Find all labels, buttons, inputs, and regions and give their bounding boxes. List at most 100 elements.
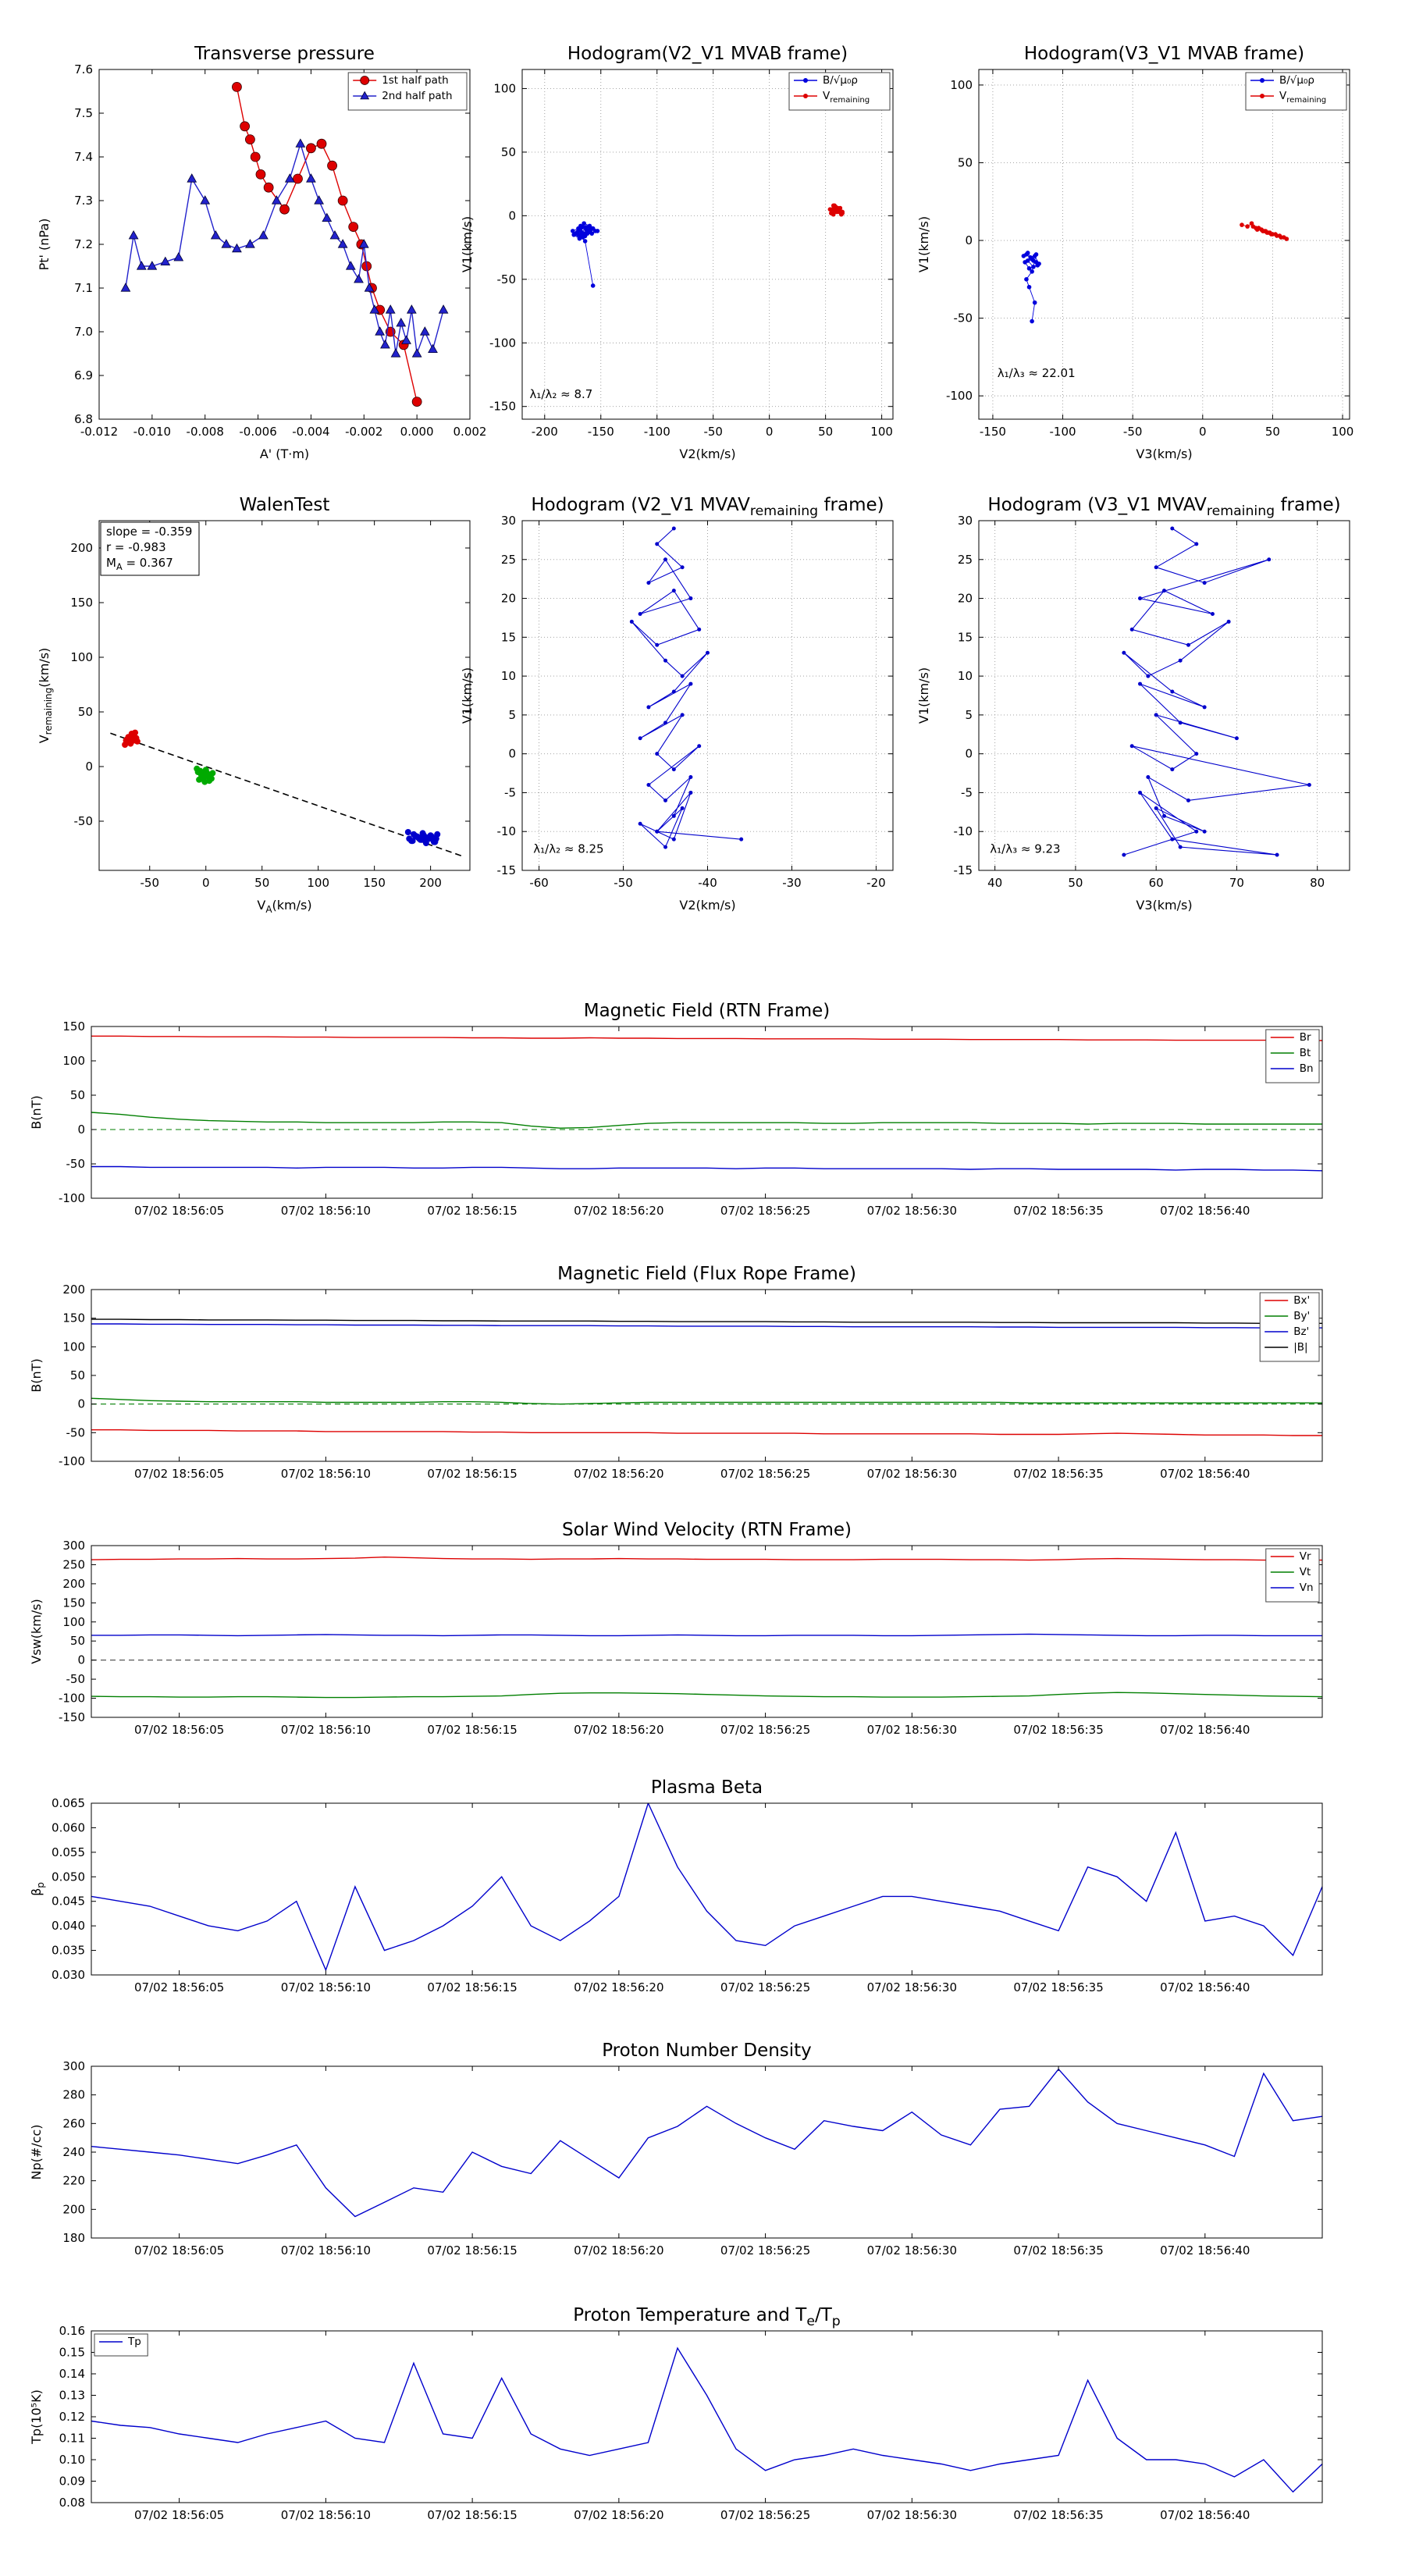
svg-text:V2(km/s): V2(km/s) xyxy=(679,898,735,913)
svg-text:150: 150 xyxy=(70,596,93,610)
svg-text:150: 150 xyxy=(62,1596,85,1610)
svg-text:By': By' xyxy=(1293,1310,1310,1322)
svg-text:07/02 18:56:10: 07/02 18:56:10 xyxy=(281,1723,371,1737)
svg-text:07/02 18:56:25: 07/02 18:56:25 xyxy=(720,2243,810,2258)
svg-text:|B|: |B| xyxy=(1293,1341,1307,1354)
svg-text:240: 240 xyxy=(62,2145,85,2159)
chart-solar-wind-velocity: 07/02 18:56:05 07/02 18:56:10 07/02 18:56:… xyxy=(25,1514,1338,1760)
svg-text:-50: -50 xyxy=(74,814,94,828)
svg-text:-100: -100 xyxy=(1050,425,1076,439)
svg-text:07/02 18:56:25: 07/02 18:56:25 xyxy=(720,2508,810,2522)
svg-text:7.2: 7.2 xyxy=(74,237,93,251)
svg-text:B(nT): B(nT) xyxy=(29,1095,44,1129)
svg-text:6.8: 6.8 xyxy=(74,412,93,426)
svg-text:07/02 18:56:35: 07/02 18:56:35 xyxy=(1013,1204,1103,1218)
svg-text:0.055: 0.055 xyxy=(52,1845,85,1859)
svg-text:-200: -200 xyxy=(532,425,558,439)
svg-text:100: 100 xyxy=(1332,425,1354,439)
svg-text:0.13: 0.13 xyxy=(59,2389,85,2403)
svg-text:V2(km/s): V2(km/s) xyxy=(679,447,735,461)
svg-text:B(nT): B(nT) xyxy=(29,1358,44,1392)
svg-text:07/02 18:56:30: 07/02 18:56:30 xyxy=(867,1467,957,1481)
svg-text:150: 150 xyxy=(363,876,386,890)
svg-text:V1(km/s): V1(km/s) xyxy=(460,667,475,724)
svg-text:07/02 18:56:35: 07/02 18:56:35 xyxy=(1013,1980,1103,1994)
svg-text:100: 100 xyxy=(950,78,973,92)
svg-text:-20: -20 xyxy=(866,876,886,890)
svg-text:07/02 18:56:35: 07/02 18:56:35 xyxy=(1013,2508,1103,2522)
svg-text:-150: -150 xyxy=(980,425,1006,439)
svg-text:100: 100 xyxy=(493,81,516,95)
svg-text:-100: -100 xyxy=(59,1692,85,1706)
svg-text:Hodogram(V2_V1 MVAB frame): Hodogram(V2_V1 MVAB frame) xyxy=(567,44,848,64)
svg-text:Magnetic Field (Flux Rope Fram: Magnetic Field (Flux Rope Frame) xyxy=(557,1264,856,1284)
svg-text:25: 25 xyxy=(501,553,516,567)
svg-text:λ₁/λ₂ ≈ 8.7: λ₁/λ₂ ≈ 8.7 xyxy=(530,387,593,401)
svg-text:Tp: Tp xyxy=(127,2336,141,2348)
svg-text:07/02 18:56:10: 07/02 18:56:10 xyxy=(281,2508,371,2522)
svg-text:07/02 18:56:20: 07/02 18:56:20 xyxy=(574,1467,663,1481)
svg-text:0.15: 0.15 xyxy=(59,2346,85,2360)
svg-text:07/02 18:56:40: 07/02 18:56:40 xyxy=(1160,1204,1250,1218)
svg-text:Plasma Beta: Plasma Beta xyxy=(651,1777,763,1798)
svg-text:50: 50 xyxy=(70,1088,85,1102)
svg-text:07/02 18:56:35: 07/02 18:56:35 xyxy=(1013,1723,1103,1737)
svg-text:0.08: 0.08 xyxy=(59,2496,85,2510)
chart-hodogram-v2v1-mvab: -200 -150 -100 -50 0 50 100 -150 -100 -50 0 50 100 Ho… xyxy=(456,30,912,471)
svg-text:Proton Temperature and Te/Tp: Proton Temperature and Te/Tp xyxy=(573,2305,841,2329)
svg-text:-0.006: -0.006 xyxy=(239,425,276,439)
chart-proton-temperature: 07/02 18:56:05 07/02 18:56:10 07/02 18:56:… xyxy=(25,2300,1338,2546)
svg-text:Vr: Vr xyxy=(1300,1550,1311,1563)
svg-text:60: 60 xyxy=(1149,876,1164,890)
svg-text:-30: -30 xyxy=(782,876,802,890)
chart-magnetic-field-rtn: 07/02 18:56:05 07/02 18:56:10 07/02 18:56:… xyxy=(25,995,1338,1241)
svg-text:40: 40 xyxy=(987,876,1002,890)
svg-text:B/√μ₀ρ: B/√μ₀ρ xyxy=(823,74,858,87)
svg-text:50: 50 xyxy=(78,705,93,719)
svg-text:07/02 18:56:15: 07/02 18:56:15 xyxy=(427,1980,517,1994)
svg-text:250: 250 xyxy=(62,1557,85,1571)
svg-text:A' (T·m): A' (T·m) xyxy=(260,447,309,461)
svg-text:MA = 0.367: MA = 0.367 xyxy=(106,556,173,572)
svg-text:20: 20 xyxy=(501,592,516,606)
svg-text:WalenTest: WalenTest xyxy=(240,495,330,515)
svg-text:-100: -100 xyxy=(489,336,516,350)
svg-text:-0.002: -0.002 xyxy=(345,425,382,439)
svg-text:07/02 18:56:40: 07/02 18:56:40 xyxy=(1160,1467,1250,1481)
svg-text:07/02 18:56:35: 07/02 18:56:35 xyxy=(1013,2243,1103,2258)
svg-text:0: 0 xyxy=(766,425,774,439)
svg-text:20: 20 xyxy=(958,592,973,606)
svg-text:Tp(10⁵K): Tp(10⁵K) xyxy=(29,2389,44,2445)
svg-text:07/02 18:56:40: 07/02 18:56:40 xyxy=(1160,1723,1250,1737)
svg-text:Vremaining(km/s): Vremaining(km/s) xyxy=(37,648,54,744)
svg-text:Bz': Bz' xyxy=(1293,1325,1309,1338)
svg-text:200: 200 xyxy=(70,541,93,555)
svg-text:0: 0 xyxy=(508,208,516,222)
svg-text:150: 150 xyxy=(62,1311,85,1325)
svg-text:50: 50 xyxy=(70,1368,85,1382)
svg-text:50: 50 xyxy=(818,425,833,439)
svg-text:0: 0 xyxy=(77,1397,85,1411)
svg-text:150: 150 xyxy=(62,1019,85,1034)
svg-text:-0.012: -0.012 xyxy=(80,425,118,439)
svg-text:07/02 18:56:05: 07/02 18:56:05 xyxy=(134,1204,224,1218)
svg-text:5: 5 xyxy=(965,708,973,722)
svg-text:-0.008: -0.008 xyxy=(187,425,224,439)
svg-text:Vremaining: Vremaining xyxy=(1279,90,1326,105)
svg-text:07/02 18:56:30: 07/02 18:56:30 xyxy=(867,1204,957,1218)
svg-text:-100: -100 xyxy=(59,1191,85,1205)
svg-text:1st half path: 1st half path xyxy=(382,74,449,87)
svg-text:0: 0 xyxy=(965,233,973,247)
chart-transverse-pressure: -0.012 -0.010 -0.008 -0.006 -0.004 -0.002 0.00… xyxy=(33,30,489,471)
svg-text:300: 300 xyxy=(62,2059,85,2073)
svg-text:50: 50 xyxy=(70,1634,85,1648)
svg-text:-0.010: -0.010 xyxy=(133,425,171,439)
svg-text:30: 30 xyxy=(958,514,973,528)
svg-text:λ₁/λ₂ ≈ 8.25: λ₁/λ₂ ≈ 8.25 xyxy=(533,842,603,856)
svg-text:260: 260 xyxy=(62,2116,85,2130)
svg-text:-100: -100 xyxy=(644,425,670,439)
svg-text:0.14: 0.14 xyxy=(59,2367,85,2381)
svg-text:Vremaining: Vremaining xyxy=(823,90,870,105)
svg-text:0: 0 xyxy=(508,747,516,761)
svg-text:-150: -150 xyxy=(489,400,516,414)
